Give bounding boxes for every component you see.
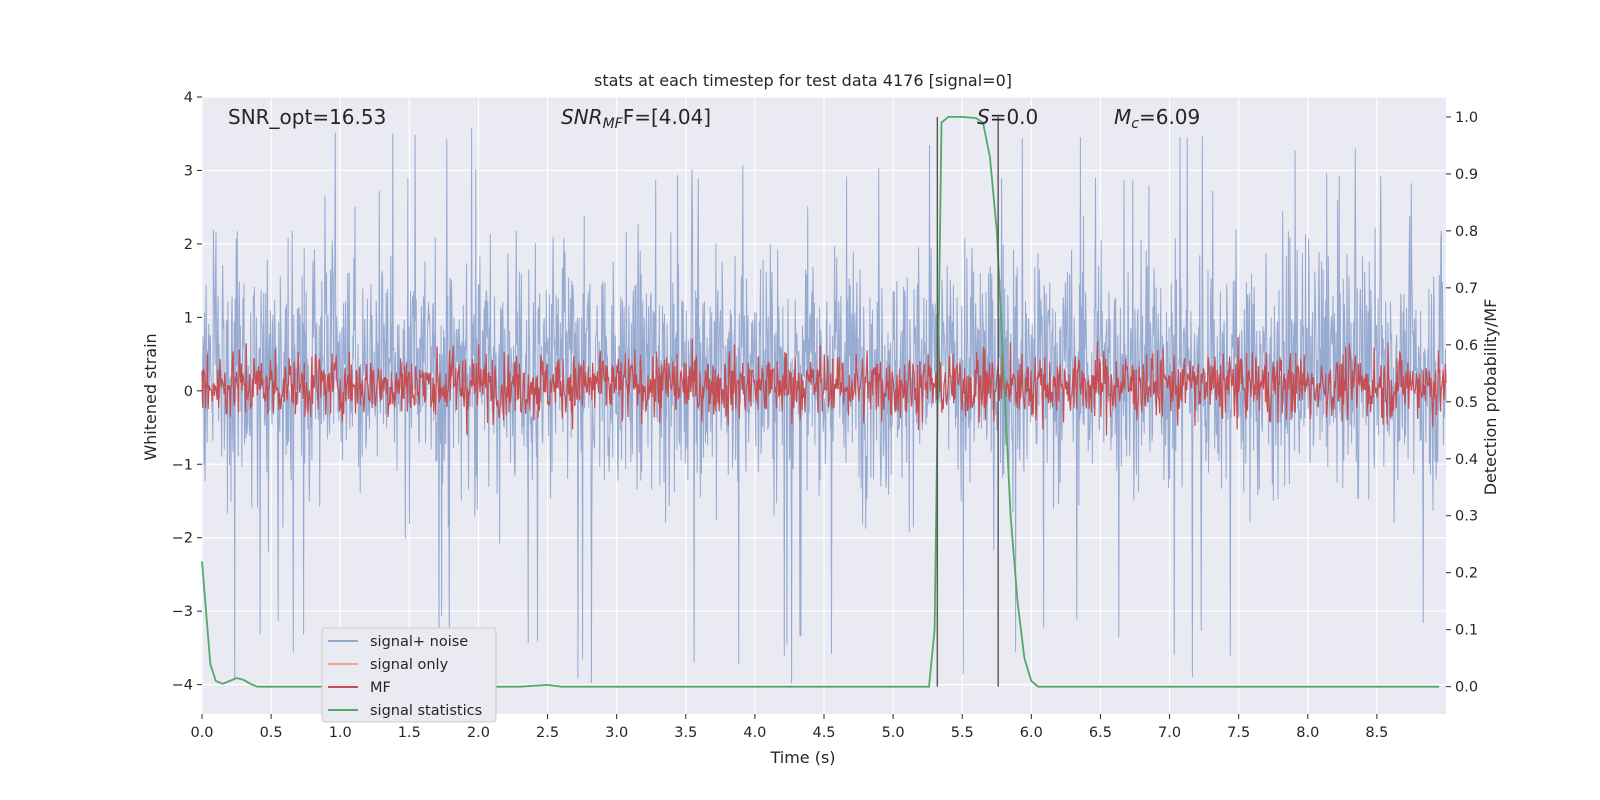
annotation-snr-mf-var: SNR	[561, 105, 603, 129]
y-tick-label: 4	[184, 90, 193, 106]
line-mf	[201, 337, 1447, 436]
x-axis-label: Time (s)	[769, 748, 835, 767]
legend-label-signal-noise: signal+ noise	[370, 634, 468, 650]
annotation-mc-sub: c	[1131, 116, 1139, 132]
x-tick-label: 1.5	[398, 725, 421, 741]
x-tick-label: 8.5	[1365, 725, 1388, 741]
annotation-snr-mf-sub: MF	[603, 116, 624, 132]
x-tick-label: 6.5	[1089, 725, 1112, 741]
annotation-mc-var: M	[1114, 105, 1131, 129]
x-tick-label: 3.0	[605, 725, 628, 741]
legend-label-signal-only: signal only	[370, 657, 449, 673]
vertical-markers	[936, 116, 999, 687]
x-tick-label: 1.0	[329, 725, 352, 741]
annotation-s: S=0.0	[977, 105, 1038, 129]
annotation-s-var: S	[977, 105, 990, 129]
y2-tick-label: 0.2	[1455, 566, 1478, 582]
x-tick-label: 5.5	[951, 725, 974, 741]
line-signal-noise	[201, 128, 1447, 684]
x-tick-label: 8.0	[1296, 725, 1319, 741]
y-tick-label: 0	[184, 384, 193, 400]
y2-tick-label: 0.3	[1455, 509, 1478, 525]
x-tick-label: 0.0	[190, 725, 213, 741]
annotation-snr-opt: SNR_opt=16.53	[228, 105, 386, 129]
x-tick-label: 0.5	[260, 725, 283, 741]
series-mf	[201, 337, 1447, 436]
y2-tick-label: 0.7	[1455, 281, 1478, 297]
x-axis-ticks: 0.0 0.5 1.0 1.5 2.0 2.5 3.0 3.5 4.0 4.5 5.0 5.5 6.0 6…	[190, 714, 1388, 741]
y-tick-label: −1	[172, 457, 193, 473]
series-signal-noise	[201, 128, 1447, 684]
y2-tick-label: 0.6	[1455, 338, 1478, 354]
annotation-mc: Mc=6.09	[1114, 105, 1200, 132]
annotation-snr-mf-val: F=[4.04]	[623, 105, 711, 129]
annotation-s-val: =0.0	[990, 105, 1039, 129]
x-tick-label: 4.5	[812, 725, 835, 741]
y-tick-label: 3	[184, 163, 193, 179]
x-tick-label: 6.0	[1020, 725, 1043, 741]
y2-tick-label: 0.8	[1455, 224, 1478, 240]
series-signal-statistics	[201, 116, 1440, 688]
y2-tick-label: 0.4	[1455, 452, 1478, 468]
x-tick-label: 7.5	[1227, 725, 1250, 741]
x-tick-label: 4.0	[743, 725, 766, 741]
legend: signal+ noise signal only MF signal stat…	[321, 627, 497, 723]
annotation-snr-mf: SNRMFF=[4.04]	[561, 105, 711, 132]
y2-tick-label: 0.9	[1455, 167, 1478, 183]
chart-title: stats at each timestep for test data 417…	[594, 71, 1012, 90]
legend-label-signal-statistics: signal statistics	[370, 703, 482, 719]
x-tick-label: 5.0	[882, 725, 905, 741]
y-tick-label: 2	[184, 237, 193, 253]
y2-tick-label: 1.0	[1455, 110, 1478, 126]
y2-tick-label: 0.5	[1455, 395, 1478, 411]
y2-axis-label: Detection probability/MF	[1481, 299, 1500, 496]
y2-axis-ticks: 1.0 0.9 0.8 0.7 0.6 0.5 0.4 0.3 0.2 0.1 0.0	[1446, 110, 1478, 696]
y2-tick-label: 0.0	[1455, 680, 1478, 696]
y-tick-label: 1	[184, 310, 193, 326]
y-axis-ticks: 4 3 2 1 0 −1 −2 −3 −4	[172, 90, 202, 694]
x-tick-label: 2.5	[536, 725, 559, 741]
y-tick-label: −3	[172, 604, 193, 620]
legend-label-mf: MF	[370, 680, 391, 696]
x-tick-label: 7.0	[1158, 725, 1181, 741]
y-axis-label: Whitened strain	[141, 333, 160, 460]
annotation-mc-val: =6.09	[1139, 105, 1200, 129]
y-tick-label: −2	[172, 531, 193, 547]
legend-box	[321, 627, 497, 723]
y-tick-label: −4	[172, 678, 193, 694]
y2-tick-label: 0.1	[1455, 623, 1478, 639]
x-tick-label: 2.0	[467, 725, 490, 741]
x-tick-label: 3.5	[674, 725, 697, 741]
line-signal-statistics	[201, 116, 1440, 688]
